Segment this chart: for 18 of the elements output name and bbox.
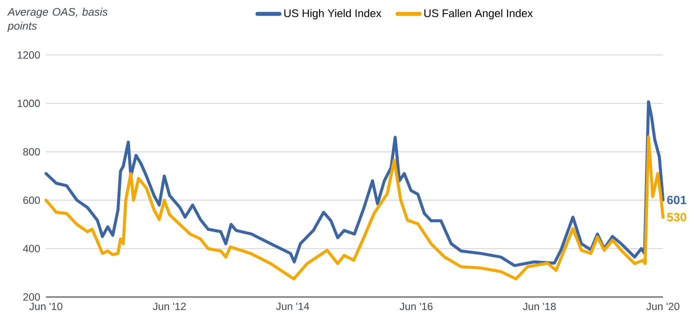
line-series [44,135,665,280]
x-tick-label: Jun '20 [646,302,680,310]
y-tick-label: 200 [23,293,40,301]
y-axis-title: Average OAS, basis points [7,8,108,32]
y-tick-label: 400 [23,244,40,252]
y-tick-label: 1000 [18,100,40,108]
y-tick-label: 800 [23,148,40,156]
y-tick-label: 600 [23,196,40,204]
annotation: 601 [667,196,686,204]
y-tick-label: 1200 [18,51,40,59]
x-tick-label: Jun '10 [29,302,62,310]
x-tick-label: Jun '16 [400,302,433,310]
legend-label: US High Yield Index [284,9,382,20]
annotation: 530 [667,212,686,222]
x-tick-label: Jun '18 [522,302,556,310]
legend-label: US Fallen Angel Index [424,9,533,20]
x-tick-label: Jun '14 [276,302,310,310]
x-tick-label: Jun '12 [152,302,186,310]
